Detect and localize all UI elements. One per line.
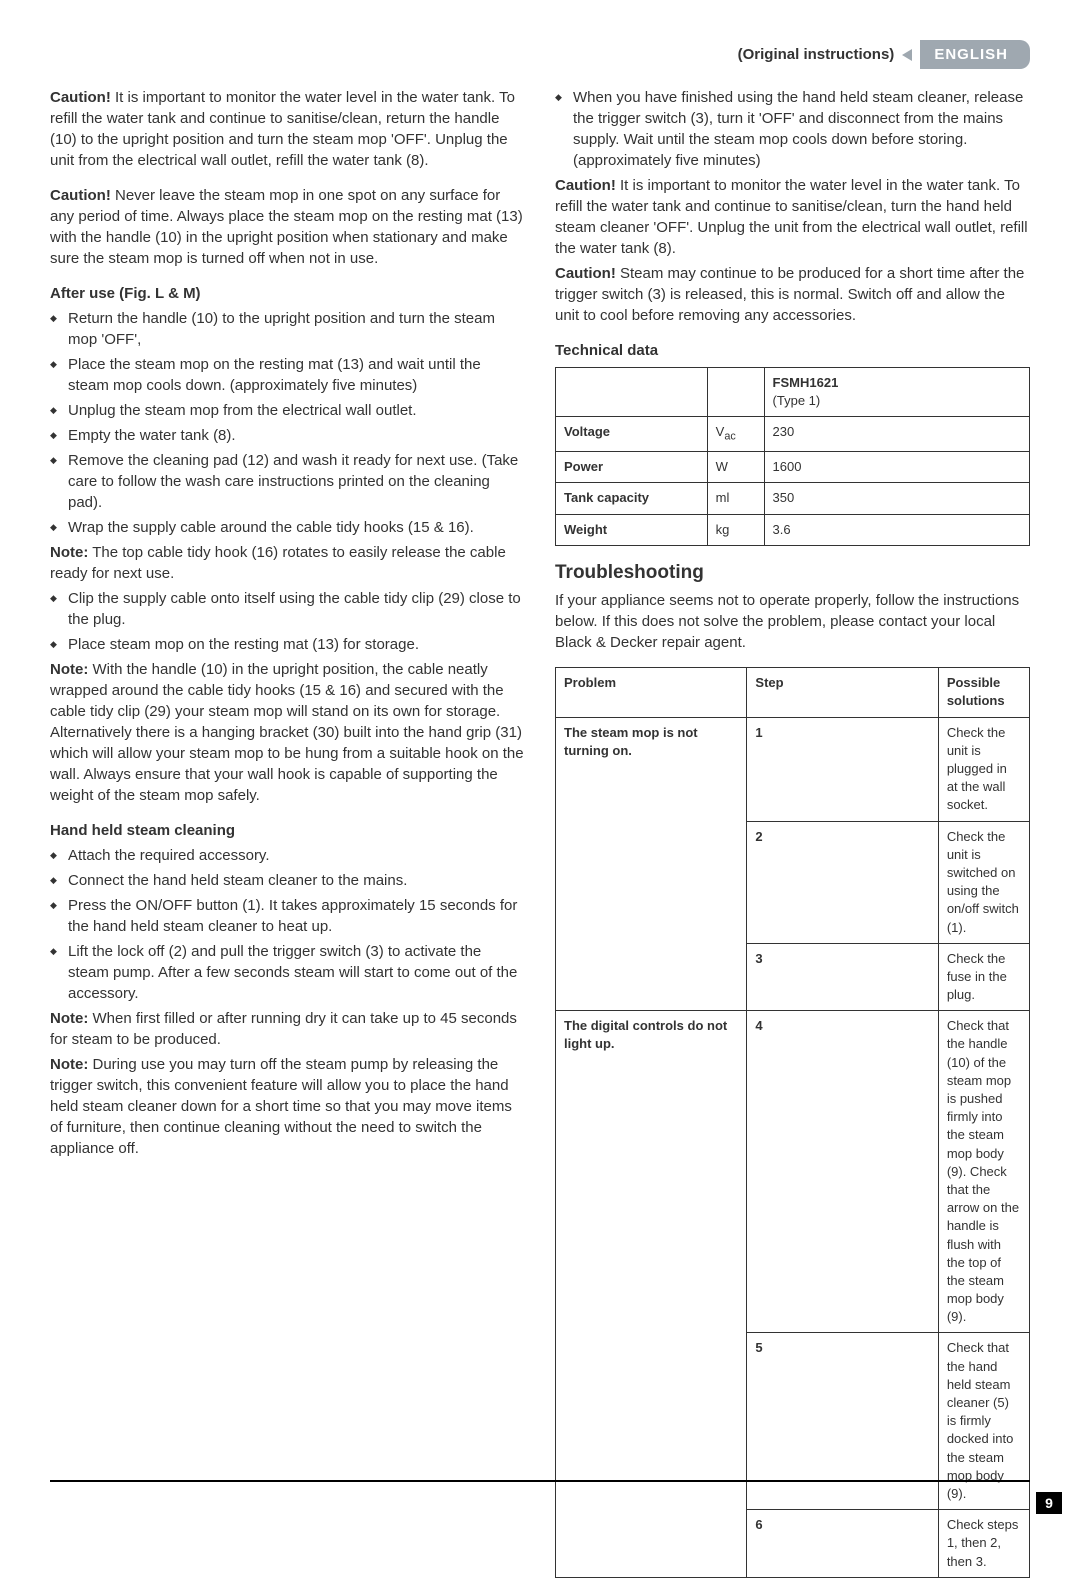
right-column: When you have finished using the hand he… bbox=[555, 87, 1030, 1578]
caution-2-text: Never leave the steam mop in one spot on… bbox=[50, 187, 523, 267]
td-unit: kg bbox=[707, 514, 764, 545]
caution-4: Caution! Steam may continue to be produc… bbox=[555, 263, 1030, 326]
td-value: 230 bbox=[764, 417, 1029, 452]
list-item: Press the ON/OFF button (1). It takes ap… bbox=[68, 895, 525, 937]
td-label: Power bbox=[556, 452, 708, 483]
handheld-list: Attach the required accessory. Connect t… bbox=[50, 845, 525, 1004]
note-3: Note: When first filled or after running… bbox=[50, 1008, 525, 1050]
note-4-text: During use you may turn off the steam pu… bbox=[50, 1056, 512, 1157]
list-item: Place steam mop on the resting mat (13) … bbox=[68, 634, 525, 655]
handheld-heading: Hand held steam cleaning bbox=[50, 820, 525, 841]
list-item: When you have finished using the hand he… bbox=[573, 87, 1030, 171]
table-row: Weight kg 3.6 bbox=[556, 514, 1030, 545]
ts-step: 5 bbox=[747, 1333, 938, 1510]
table-row: Power W 1600 bbox=[556, 452, 1030, 483]
ts-problem: The steam mop is not turning on. bbox=[556, 717, 747, 1011]
caution-3-text: It is important to monitor the water lev… bbox=[555, 177, 1028, 257]
caution-1: Caution! It is important to monitor the … bbox=[50, 87, 525, 171]
list-item: Connect the hand held steam cleaner to t… bbox=[68, 870, 525, 891]
table-row: The steam mop is not turning on. 1 Check… bbox=[556, 717, 1030, 821]
after-use-list: Return the handle (10) to the upright po… bbox=[50, 308, 525, 538]
td-label: Weight bbox=[556, 514, 708, 545]
note-2-label: Note: bbox=[50, 661, 88, 678]
page-number: 9 bbox=[1036, 1492, 1062, 1514]
header: (Original instructions) ENGLISH bbox=[50, 40, 1030, 69]
note-2-text: With the handle (10) in the upright posi… bbox=[50, 661, 524, 804]
table-row: FSMH1621 (Type 1) bbox=[556, 368, 1030, 417]
table-row: Voltage Vac 230 bbox=[556, 417, 1030, 452]
ts-step: 3 bbox=[747, 943, 938, 1011]
th-problem: Problem bbox=[556, 668, 747, 717]
ts-step: 6 bbox=[747, 1510, 938, 1578]
caution-1-text: It is important to monitor the water lev… bbox=[50, 89, 515, 169]
th-step: Step bbox=[747, 668, 938, 717]
list-item: Attach the required accessory. bbox=[68, 845, 525, 866]
ts-solution: Check the unit is switched on using the … bbox=[938, 821, 1029, 943]
td-unit: Vac bbox=[707, 417, 764, 452]
td-value: 1600 bbox=[764, 452, 1029, 483]
note-3-text: When first filled or after running dry i… bbox=[50, 1010, 517, 1048]
technical-data-heading: Technical data bbox=[555, 340, 1030, 361]
note-1: Note: The top cable tidy hook (16) rotat… bbox=[50, 542, 525, 584]
note-4-label: Note: bbox=[50, 1056, 88, 1073]
after-use-heading: After use (Fig. L & M) bbox=[50, 283, 525, 304]
list-item: Empty the water tank (8). bbox=[68, 425, 525, 446]
finish-list: When you have finished using the hand he… bbox=[555, 87, 1030, 171]
caution-4-text: Steam may continue to be produced for a … bbox=[555, 265, 1024, 324]
td-value: 350 bbox=[764, 483, 1029, 514]
after-use-list-2: Clip the supply cable onto itself using … bbox=[50, 588, 525, 655]
language-badge: ENGLISH bbox=[920, 40, 1030, 69]
th-solutions: Possible solutions bbox=[938, 668, 1029, 717]
list-item: Clip the supply cable onto itself using … bbox=[68, 588, 525, 630]
caution-3-label: Caution! bbox=[555, 177, 616, 194]
badge-arrow-icon bbox=[902, 49, 912, 61]
list-item: Unplug the steam mop from the electrical… bbox=[68, 400, 525, 421]
caution-1-label: Caution! bbox=[50, 89, 111, 106]
caution-2-label: Caution! bbox=[50, 187, 111, 204]
ts-solution: Check that the hand held steam cleaner (… bbox=[938, 1333, 1029, 1510]
troubleshooting-table: Problem Step Possible solutions The stea… bbox=[555, 667, 1030, 1577]
table-header-row: Problem Step Possible solutions bbox=[556, 668, 1030, 717]
ts-solution: Check the unit is plugged in at the wall… bbox=[938, 717, 1029, 821]
table-row: Tank capacity ml 350 bbox=[556, 483, 1030, 514]
ts-problem: The digital controls do not light up. bbox=[556, 1011, 747, 1577]
technical-data-table: FSMH1621 (Type 1) Voltage Vac 230 Power … bbox=[555, 367, 1030, 546]
td-unit: ml bbox=[707, 483, 764, 514]
footer-divider bbox=[50, 1480, 1030, 1482]
table-row: The digital controls do not light up. 4 … bbox=[556, 1011, 1030, 1333]
td-unit: W bbox=[707, 452, 764, 483]
list-item: Remove the cleaning pad (12) and wash it… bbox=[68, 450, 525, 513]
ts-solution: Check that the handle (10) of the steam … bbox=[938, 1011, 1029, 1333]
list-item: Return the handle (10) to the upright po… bbox=[68, 308, 525, 350]
td-label: Tank capacity bbox=[556, 483, 708, 514]
caution-3: Caution! It is important to monitor the … bbox=[555, 175, 1030, 259]
td-label: Voltage bbox=[556, 417, 708, 452]
list-item: Lift the lock off (2) and pull the trigg… bbox=[68, 941, 525, 1004]
ts-step: 1 bbox=[747, 717, 938, 821]
note-4: Note: During use you may turn off the st… bbox=[50, 1054, 525, 1159]
caution-4-label: Caution! bbox=[555, 265, 616, 282]
model-cell: FSMH1621 (Type 1) bbox=[764, 368, 1029, 417]
note-2: Note: With the handle (10) in the uprigh… bbox=[50, 659, 525, 806]
ts-step: 2 bbox=[747, 821, 938, 943]
ts-step: 4 bbox=[747, 1011, 938, 1333]
ts-solution: Check the fuse in the plug. bbox=[938, 943, 1029, 1011]
troubleshooting-heading: Troubleshooting bbox=[555, 560, 1030, 587]
ts-solution: Check steps 1, then 2, then 3. bbox=[938, 1510, 1029, 1578]
list-item: Place the steam mop on the resting mat (… bbox=[68, 354, 525, 396]
original-instructions-label: (Original instructions) bbox=[738, 44, 895, 65]
type-header: (Type 1) bbox=[773, 393, 821, 408]
note-1-label: Note: bbox=[50, 544, 88, 561]
left-column: Caution! It is important to monitor the … bbox=[50, 87, 525, 1578]
note-3-label: Note: bbox=[50, 1010, 88, 1027]
note-1-text: The top cable tidy hook (16) rotates to … bbox=[50, 544, 506, 582]
model-header: FSMH1621 bbox=[773, 375, 839, 390]
caution-2: Caution! Never leave the steam mop in on… bbox=[50, 185, 525, 269]
troubleshooting-intro: If your appliance seems not to operate p… bbox=[555, 590, 1030, 653]
list-item: Wrap the supply cable around the cable t… bbox=[68, 517, 525, 538]
content-columns: Caution! It is important to monitor the … bbox=[50, 87, 1030, 1578]
td-value: 3.6 bbox=[764, 514, 1029, 545]
